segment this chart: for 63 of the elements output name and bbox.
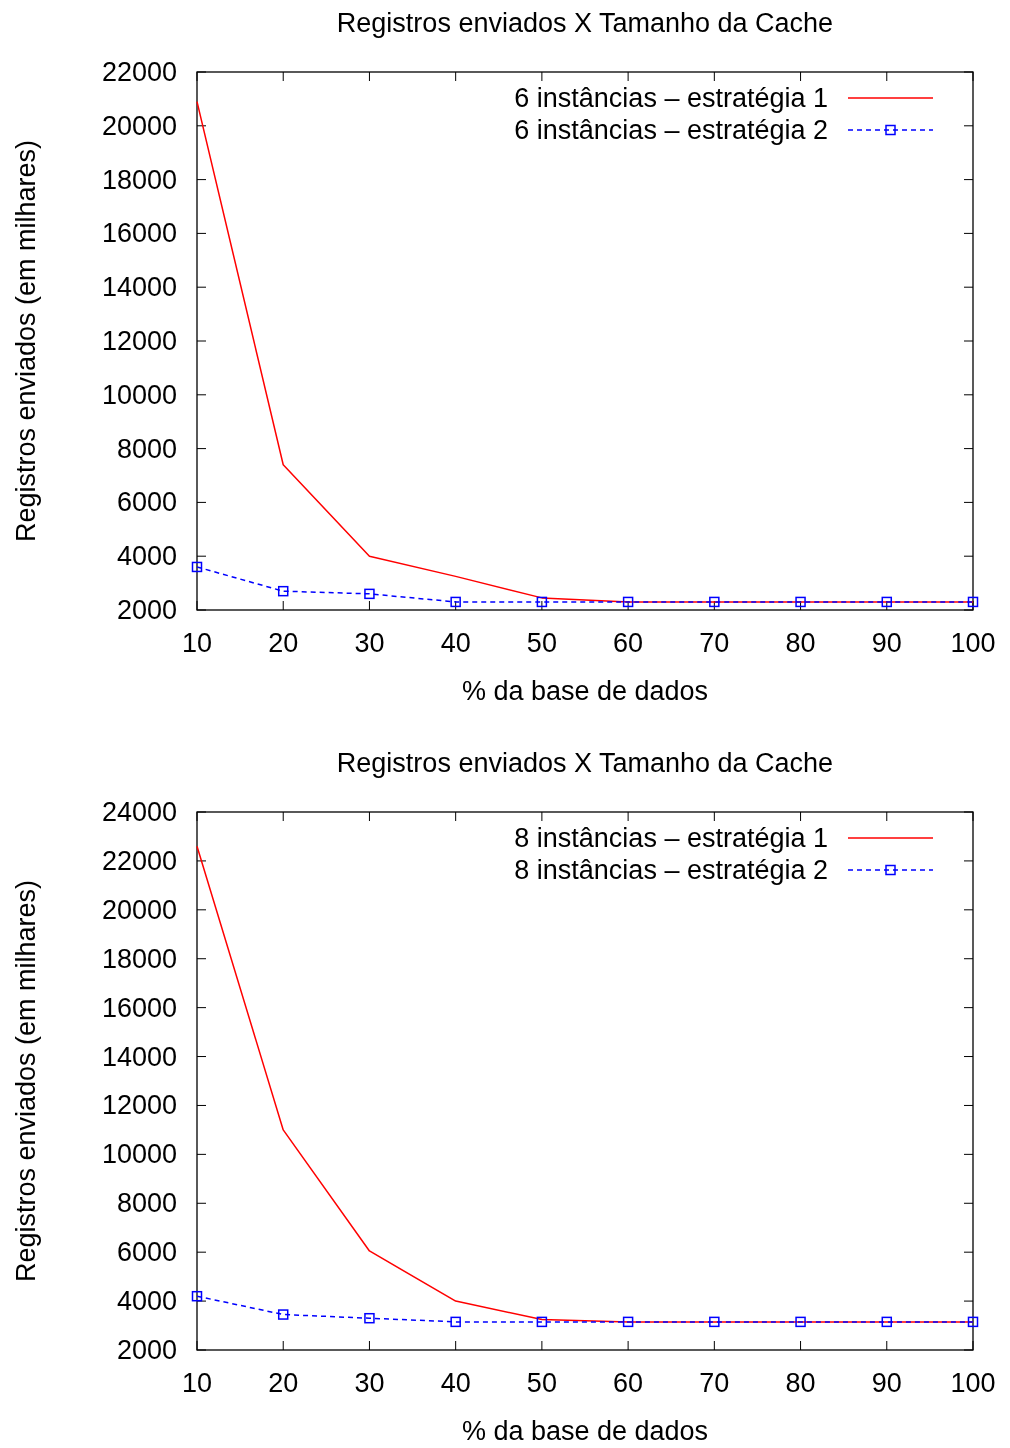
- y-tick-label: 4000: [116, 1286, 177, 1317]
- legend-label: 6 instâncias – estratégia 1: [514, 83, 828, 113]
- y-tick-label: 10000: [101, 379, 177, 410]
- y-tick-label: 22000: [101, 57, 177, 87]
- y-tick-label: 16000: [101, 992, 177, 1023]
- x-tick-label: 80: [785, 628, 816, 658]
- x-tick-label: 80: [785, 1368, 816, 1398]
- x-tick-label: 60: [613, 1368, 644, 1398]
- x-tick-label: 10: [181, 1368, 213, 1398]
- y-tick-label: 2000: [116, 595, 177, 625]
- y-tick-label: 18000: [101, 943, 177, 974]
- x-tick-label: 50: [526, 628, 557, 658]
- point: [277, 585, 289, 597]
- x-tick-label: 70: [699, 628, 730, 658]
- x-tick-label: 100: [950, 1368, 996, 1398]
- x-tick-label: 40: [440, 628, 471, 658]
- point: [364, 588, 375, 600]
- y-tick-label: 6000: [116, 487, 177, 518]
- y-tick-label: 12000: [101, 326, 177, 356]
- x-tick-label: 50: [526, 1368, 557, 1398]
- x-tick-label: 90: [871, 1368, 902, 1398]
- point: [795, 596, 806, 608]
- y-tick-label: 8000: [116, 1188, 177, 1219]
- x-tick-label: 30: [354, 1368, 385, 1398]
- y-tick-label: 12000: [101, 1090, 177, 1121]
- point: [709, 596, 720, 608]
- legend-label: 8 instâncias – estratégia 1: [514, 823, 828, 853]
- point: [536, 596, 548, 608]
- x-tick-label: 70: [699, 1368, 730, 1398]
- x-tick-label: 90: [871, 628, 902, 658]
- y-axis-title: Registros enviados (em milhares): [11, 139, 41, 543]
- y-tick-label: 20000: [101, 110, 177, 141]
- x-tick-label: 20: [268, 628, 299, 658]
- point: [191, 561, 203, 573]
- y-tick-label: 14000: [101, 272, 177, 303]
- x-tick-label: 20: [268, 1368, 299, 1398]
- y-tick-label: 18000: [101, 164, 177, 195]
- y-tick-label: 14000: [101, 1041, 177, 1072]
- x-tick-label: 40: [440, 1368, 471, 1398]
- legend-label: 6 instâncias – estratégia 2: [514, 115, 828, 145]
- point: [450, 596, 461, 608]
- x-axis-title: % da base de dados: [461, 1416, 709, 1446]
- point: [622, 596, 634, 608]
- x-tick-label: 10: [181, 628, 213, 658]
- chart-title: Registros enviados X Tamanho da Cache: [336, 748, 834, 778]
- chart-title: Registros enviados X Tamanho da Cache: [336, 8, 834, 38]
- y-tick-label: 2000: [116, 1335, 177, 1365]
- point: [967, 596, 979, 608]
- y-tick-label: 4000: [116, 541, 177, 572]
- y-tick-label: 6000: [116, 1237, 177, 1268]
- y-tick-label: 20000: [101, 894, 177, 925]
- y-tick-label: 10000: [101, 1139, 177, 1170]
- x-axis-title: % da base de dados: [461, 676, 709, 706]
- y-tick-label: 8000: [116, 433, 177, 464]
- x-tick-label: 30: [354, 628, 385, 658]
- y-axis-title: Registros enviados (em milhares): [11, 879, 41, 1283]
- y-tick-label: 24000: [101, 797, 177, 827]
- x-tick-label: 60: [613, 628, 644, 658]
- y-tick-label: 16000: [101, 218, 177, 249]
- x-tick-label: 100: [950, 628, 996, 658]
- legend-label: 8 instâncias – estratégia 2: [514, 855, 828, 885]
- point: [881, 596, 893, 608]
- y-tick-label: 22000: [101, 845, 177, 876]
